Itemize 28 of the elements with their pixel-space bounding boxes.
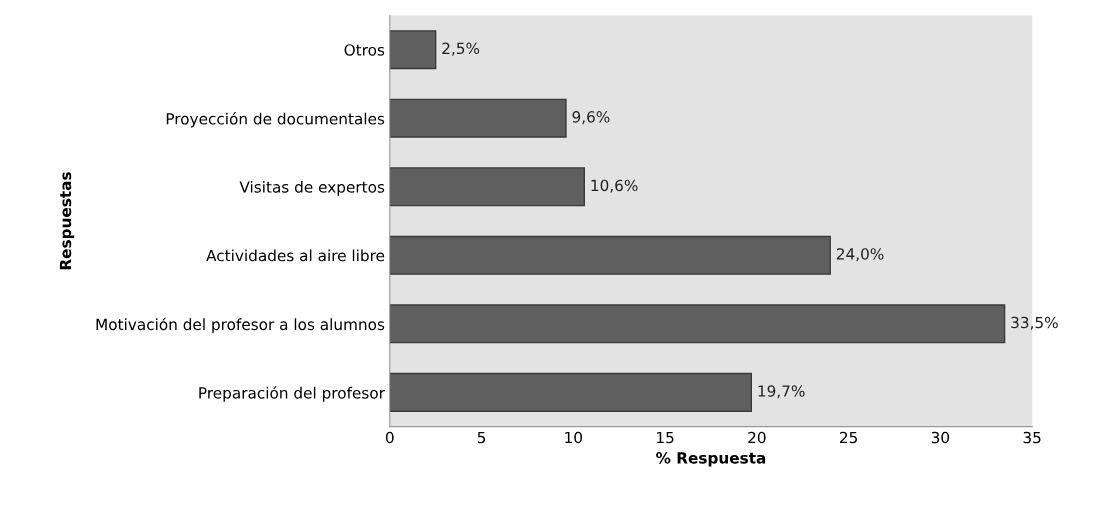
x-tick-label: 10 xyxy=(565,431,583,444)
bar xyxy=(389,167,586,207)
x-tick-label: 30 xyxy=(931,431,950,444)
x-tick-label: 35 xyxy=(1023,431,1041,444)
y-tick-label: Preparación del profesor xyxy=(199,386,385,402)
y-tick-label: Actividades al aire libre xyxy=(206,249,385,262)
y-tick-label: Visitas de expertos xyxy=(239,180,385,196)
data-label: 19,7% xyxy=(758,385,805,399)
x-tick-label: 0 xyxy=(385,431,394,444)
x-tick-label: 15 xyxy=(657,431,674,444)
x-tick-label: 5 xyxy=(477,431,486,444)
x-axis-title: % Respuesta xyxy=(656,452,766,467)
data-label: 33,5% xyxy=(1011,316,1058,330)
data-label: 2,5% xyxy=(442,42,480,56)
y-tick-label: Otros xyxy=(344,44,385,56)
y-tick-label: Motivación del profesor a los alumnos xyxy=(96,317,385,334)
x-tick-label: 20 xyxy=(748,431,766,444)
data-label: 9,6% xyxy=(572,111,610,125)
bar xyxy=(389,30,437,70)
bar xyxy=(389,304,1006,344)
y-tick-label: Proyección de documentales xyxy=(166,112,385,128)
x-tick-label: 25 xyxy=(840,431,857,444)
bar xyxy=(389,372,753,412)
bar xyxy=(389,98,567,138)
data-label: 24,0% xyxy=(836,248,884,262)
data-label: 10,6% xyxy=(591,179,638,193)
bar xyxy=(389,235,831,275)
y-axis-title: Respuestas xyxy=(59,172,75,270)
